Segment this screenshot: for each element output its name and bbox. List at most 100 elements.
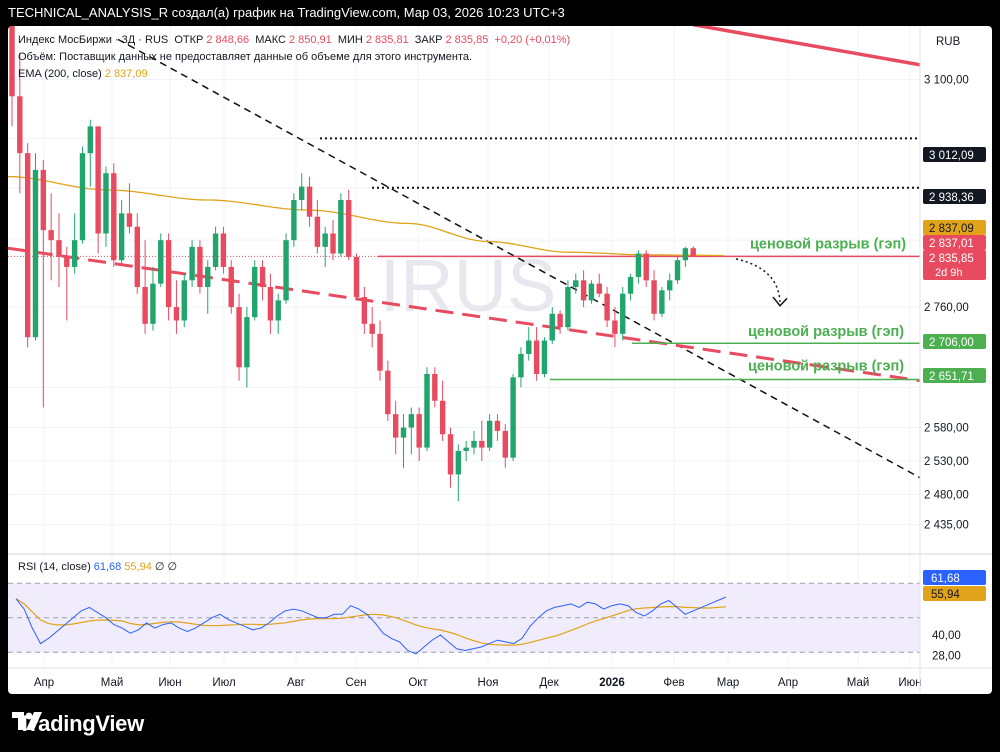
candle-body (526, 340, 532, 354)
candle (377, 320, 383, 381)
candle-body (64, 256, 70, 267)
candle (126, 183, 133, 234)
candle-body (400, 427, 407, 438)
rsi-value-box (923, 570, 986, 585)
candle (9, 26, 15, 127)
candle-body (56, 240, 62, 257)
candle (682, 246, 689, 267)
candle-body (659, 290, 665, 314)
candle-body (103, 173, 109, 234)
candle (643, 250, 649, 287)
candle-body (134, 226, 140, 287)
candle-body (212, 233, 219, 267)
chart-canvas[interactable]: IRUS ценовой разрыв (гэп) ценовой разрыв (… (8, 26, 992, 694)
price-axis-label: 2 760,00 (924, 302, 969, 314)
price-axis-label: 2 530,00 (924, 456, 969, 468)
candle (471, 430, 477, 455)
candle (385, 360, 391, 421)
legend-change: +0,20 (+0,01%) (494, 34, 571, 46)
time-axis-label: Июн (898, 677, 921, 689)
support-trend-line (8, 246, 921, 383)
candle-body (87, 126, 93, 154)
candle (510, 374, 516, 461)
price-tag-label: 2 706,00 (929, 337, 974, 349)
candle (259, 260, 266, 301)
legend-volume-note: Объём: Поставщик данных не предоставляет… (18, 51, 473, 63)
candle-body (299, 186, 305, 200)
candle-body (118, 213, 125, 261)
candle (400, 414, 407, 468)
candle (252, 260, 258, 321)
candle (651, 270, 657, 321)
candle (620, 287, 626, 341)
candle-body (385, 370, 391, 415)
candle-body (228, 266, 234, 308)
rsi-ma-line (15, 598, 727, 646)
candle-body (463, 447, 469, 451)
candle-body (267, 287, 274, 321)
candle-body (345, 200, 352, 257)
legend-close-label: ЗАКР (414, 34, 443, 46)
candle (690, 246, 696, 257)
candle-body (150, 283, 156, 324)
price-tag-label: 2 837,09 (929, 223, 974, 235)
candle (549, 307, 555, 344)
candle-body (502, 430, 508, 458)
candle (181, 273, 187, 328)
candle-body (79, 153, 86, 241)
candle (486, 414, 493, 451)
candle-body (604, 293, 610, 321)
candle-body (541, 340, 548, 374)
candle (338, 193, 344, 257)
candle (604, 287, 610, 328)
price-tag-label: 2 835,85 (929, 253, 974, 265)
legend-ema-label: EMA (200, close) (18, 68, 102, 80)
time-axis-label: Авг (287, 677, 305, 689)
legend-high-label: МАКС (255, 34, 286, 46)
chart-panel[interactable]: IRUS ценовой разрыв (гэп) ценовой разрыв (… (8, 26, 992, 694)
time-axis-label: Дек (539, 677, 559, 689)
candle-body (533, 340, 540, 374)
candle (244, 307, 250, 388)
legend-main: Индекс МосБиржи · 3Д · RUS ОТКР 2 848,66 … (18, 34, 573, 46)
candle-body (32, 169, 39, 338)
price-tag-box (923, 368, 986, 383)
price-axis-label: 3 100,00 (924, 75, 969, 87)
candle-body (424, 374, 430, 448)
candle-body (690, 248, 696, 257)
candle (588, 280, 595, 304)
time-axis-label: Апр (778, 677, 798, 689)
candle (79, 146, 86, 244)
candle (197, 240, 203, 294)
candle (32, 153, 39, 341)
candle-body (596, 283, 602, 294)
candle (502, 424, 508, 468)
candle (635, 250, 642, 284)
price-axis-label: 2 580,00 (924, 423, 969, 435)
candle-body (494, 420, 501, 431)
rsi-axis-label: 28,00 (932, 651, 961, 663)
tradingview-logo[interactable]: TradingView (12, 710, 144, 738)
candle-body (580, 280, 587, 301)
legend-close: 2 835,85 (445, 34, 489, 46)
candle (612, 307, 618, 348)
candle (455, 444, 462, 502)
candle-body (40, 169, 47, 231)
legend-open-label: ОТКР (174, 34, 204, 46)
legend-open: 2 848,66 (206, 34, 250, 46)
candle (228, 260, 234, 314)
candle (306, 176, 313, 227)
candle (189, 240, 195, 287)
legend-low-label: МИН (337, 34, 363, 46)
candle-body (126, 213, 133, 227)
candle-body (314, 216, 321, 247)
price-tag-box (923, 220, 986, 235)
candle (142, 240, 148, 334)
candle (345, 189, 352, 261)
price-axis-label: 2 435,00 (924, 520, 969, 532)
candle-body (306, 186, 313, 217)
candle (17, 52, 23, 194)
rsi-ma-box (923, 586, 986, 601)
candle-body (48, 230, 54, 241)
candle-body (275, 300, 281, 321)
